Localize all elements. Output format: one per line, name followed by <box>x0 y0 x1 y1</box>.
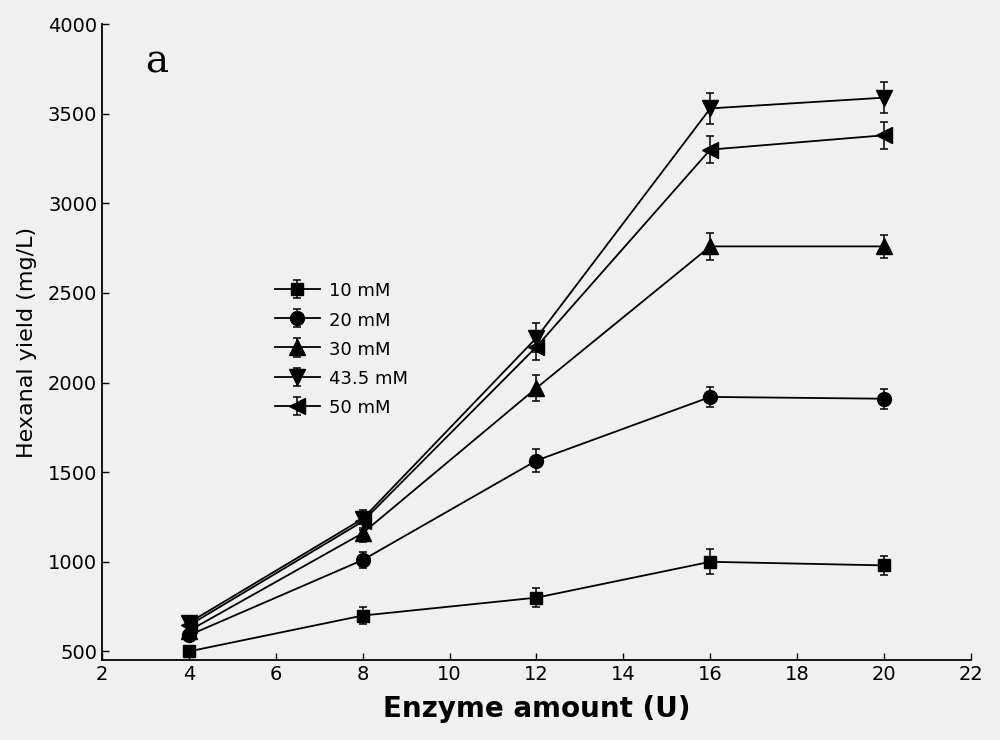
Y-axis label: Hexanal yield (mg/L): Hexanal yield (mg/L) <box>17 226 37 458</box>
Legend: 10 mM, 20 mM, 30 mM, 43.5 mM, 50 mM: 10 mM, 20 mM, 30 mM, 43.5 mM, 50 mM <box>267 275 415 424</box>
Text: a: a <box>145 43 169 80</box>
X-axis label: Enzyme amount (U): Enzyme amount (U) <box>383 696 690 723</box>
